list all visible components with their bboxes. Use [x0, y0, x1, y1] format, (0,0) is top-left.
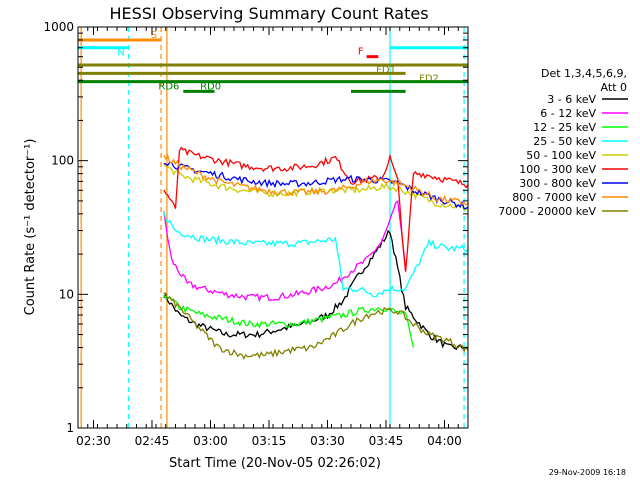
flag-label-n: N: [117, 48, 124, 59]
flag-label-rd6: RD6: [158, 81, 179, 92]
series-line-7000-20000-keV: [163, 292, 469, 360]
x-tick-label: 02:30: [76, 434, 111, 448]
chart-title: HESSI Observing Summary Count Rates: [109, 4, 428, 23]
series-line-800-7000-keV: [163, 153, 469, 206]
flag-label-f: F: [358, 47, 364, 58]
flag-label-fd2: FD2: [419, 73, 439, 84]
x-axis-ticks: 02:30 02:45 03:00 03:15 03:30 03:45 04:00: [76, 27, 469, 448]
x-tick-label: 03:00: [193, 434, 228, 448]
legend-label: 3 - 6 keV: [547, 93, 596, 106]
x-tick-label: 03:30: [310, 434, 345, 448]
x-tick-label: 03:45: [369, 434, 404, 448]
series-line-3-6-keV: [163, 229, 469, 351]
series-line-300-800-keV: [163, 161, 469, 210]
x-tick-label: 03:15: [252, 434, 287, 448]
series-line-12-25-keV: [163, 294, 415, 348]
flag-label-rd0: RD0: [200, 82, 221, 93]
y-axis-label: Count Rate (s⁻¹ detector⁻¹): [23, 139, 38, 316]
flag-label-fd1: FD1: [376, 65, 396, 76]
y-tick-label: 10: [59, 287, 74, 301]
series-line-100-300-keV: [163, 146, 469, 272]
vertical-markers: [80, 27, 465, 428]
legend-label: 12 - 25 keV: [533, 121, 596, 134]
legend-label: 6 - 12 keV: [540, 107, 596, 120]
x-tick-label: 04:00: [427, 434, 462, 448]
y-tick-label: 100: [51, 154, 74, 168]
legend-header: Det 1,3,4,5,6,9,: [541, 67, 627, 80]
legend-header: Att 0: [601, 81, 627, 94]
y-axis-ticks: 1 10 100 1000: [43, 20, 468, 435]
flag-label-s: S: [151, 30, 157, 41]
series-line-25-50-keV: [163, 211, 469, 298]
y-tick-label: 1: [66, 421, 74, 435]
legend-label: 300 - 800 keV: [519, 177, 596, 190]
legend-label: 50 - 100 keV: [526, 149, 596, 162]
legend-label: 800 - 7000 keV: [512, 191, 596, 204]
x-axis-label: Start Time (20-Nov-05 02:26:02): [169, 456, 381, 471]
y-tick-label: 1000: [43, 20, 74, 34]
footer-timestamp: 29-Nov-2009 16:18: [549, 468, 626, 477]
flag-bars: S N F FD1 FD2 RD0 RD6: [78, 30, 468, 93]
series-group: [163, 146, 469, 360]
series-line-6-12-keV: [163, 200, 407, 303]
legend-label: 7000 - 20000 keV: [498, 205, 596, 218]
legend-label: 100 - 300 keV: [519, 163, 596, 176]
legend-label: 25 - 50 keV: [533, 135, 596, 148]
x-tick-label: 02:45: [135, 434, 170, 448]
